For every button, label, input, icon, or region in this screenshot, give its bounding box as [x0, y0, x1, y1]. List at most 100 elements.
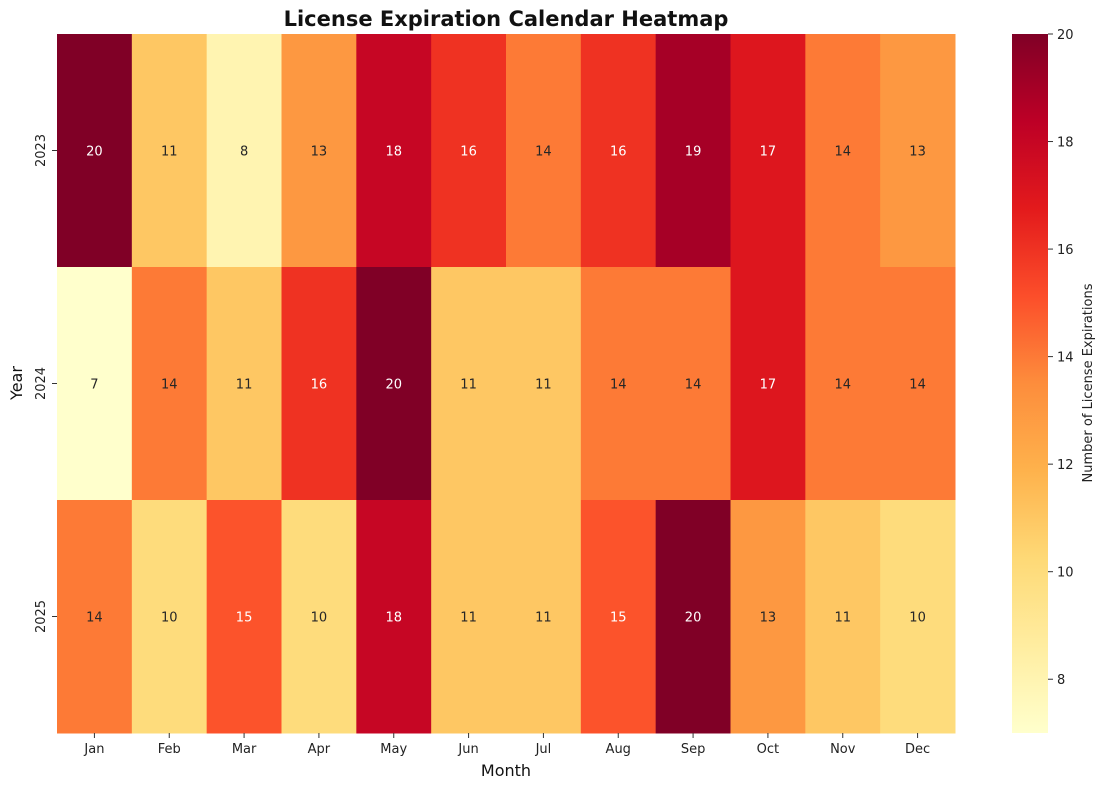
colorbar-ticks: 8 10 12 14 16 18 20 — [1048, 28, 1074, 688]
cell-value-label: 14 — [161, 378, 178, 393]
colorbar — [1012, 34, 1048, 733]
cell-value-label: 7 — [90, 378, 98, 393]
cell-value-label: 14 — [610, 378, 627, 393]
cell-value-label: 16 — [311, 378, 328, 393]
heatmap-cell — [506, 500, 582, 734]
cell-value-label: 11 — [460, 611, 477, 626]
y-tick-label: 2024 — [34, 367, 49, 400]
heatmap-cell — [880, 34, 956, 268]
x-tick-label: Aug — [606, 742, 631, 757]
cell-value-label: 14 — [535, 145, 552, 160]
y-axis-ticks: 2023 2024 2025 — [34, 134, 57, 633]
heatmap-cell — [580, 34, 657, 268]
heatmap-cell — [655, 34, 731, 268]
cell-value-label: 17 — [760, 378, 777, 393]
heatmap-cell — [356, 34, 432, 268]
cell-value-label: 20 — [86, 145, 103, 160]
heatmap-cell — [506, 267, 582, 501]
cell-value-label: 14 — [834, 378, 851, 393]
cell-value-label: 11 — [535, 378, 552, 393]
heatmap-cell — [580, 500, 657, 734]
heatmap-cell — [206, 500, 282, 734]
colorbar-tick-label: 10 — [1057, 566, 1074, 581]
cell-value-label: 15 — [236, 611, 253, 626]
cell-value-label: 15 — [610, 611, 627, 626]
heatmap-cell — [431, 267, 507, 501]
heatmap-cell — [431, 34, 507, 268]
heatmap-cell — [57, 500, 133, 734]
cell-value-label: 11 — [161, 145, 178, 160]
heatmap-cell — [206, 34, 282, 268]
x-tick-label: Mar — [232, 742, 257, 757]
cell-value-label: 14 — [685, 378, 702, 393]
cell-value-label: 11 — [236, 378, 253, 393]
y-axis-label: Year — [7, 366, 26, 401]
x-tick-label: Dec — [905, 742, 930, 757]
cell-value-label: 18 — [385, 611, 402, 626]
heatmap-cell — [281, 34, 357, 268]
cell-value-label: 10 — [909, 611, 926, 626]
cell-value-label: 11 — [535, 611, 552, 626]
y-tick-label: 2023 — [34, 134, 49, 167]
x-tick-label: Oct — [757, 742, 779, 757]
heatmap-cell — [57, 34, 133, 268]
heatmap-cell — [431, 500, 507, 734]
cell-value-label: 10 — [311, 611, 328, 626]
x-axis-label: Month — [481, 761, 531, 780]
colorbar-tick-label: 20 — [1057, 28, 1074, 43]
cell-value-label: 10 — [161, 611, 178, 626]
cell-value-label: 20 — [385, 378, 402, 393]
cell-value-label: 11 — [834, 611, 851, 626]
cell-value-label: 13 — [909, 145, 926, 160]
heatmap-cell — [730, 500, 806, 734]
heatmap-cell — [805, 500, 881, 734]
heatmap-cell — [57, 267, 133, 501]
cell-value-label: 16 — [610, 145, 627, 160]
heatmap-cell — [805, 267, 881, 501]
x-tick-label: Feb — [158, 742, 181, 757]
colorbar-tick-label: 14 — [1057, 351, 1074, 366]
cell-value-label: 11 — [460, 378, 477, 393]
cell-value-label: 14 — [834, 145, 851, 160]
x-tick-label: Apr — [308, 742, 331, 757]
cell-value-label: 19 — [685, 145, 702, 160]
heatmap-cell — [880, 267, 956, 501]
heatmap-cell — [655, 267, 731, 501]
cell-value-label: 8 — [240, 145, 248, 160]
heatmap-cell — [880, 500, 956, 734]
colorbar-tick-label: 16 — [1057, 243, 1074, 258]
x-tick-label: May — [380, 742, 407, 757]
x-tick-label: Nov — [830, 742, 856, 757]
cell-value-label: 18 — [385, 145, 402, 160]
x-tick-label: Jul — [535, 742, 552, 757]
heatmap-cell — [730, 267, 806, 501]
heatmap-cell — [805, 34, 881, 268]
cell-value-label: 14 — [909, 378, 926, 393]
heatmap-cell — [356, 267, 432, 501]
colorbar-tick-label: 8 — [1057, 673, 1065, 688]
x-tick-label: Jan — [83, 742, 104, 757]
heatmap-cell — [131, 34, 208, 268]
heatmap-cell — [281, 267, 357, 501]
cell-value-label: 20 — [685, 611, 702, 626]
cell-value-label: 13 — [760, 611, 777, 626]
colorbar-label: Number of License Expirations — [1081, 283, 1096, 482]
chart-title: License Expiration Calendar Heatmap — [284, 7, 729, 31]
colorbar-tick-label: 12 — [1057, 458, 1074, 473]
cell-value-label: 16 — [460, 145, 477, 160]
heatmap-cell — [206, 267, 282, 501]
x-tick-label: Sep — [681, 742, 706, 757]
heatmap-cell — [506, 34, 582, 268]
heatmap-cell — [356, 500, 432, 734]
heatmap-cell — [281, 500, 357, 734]
heatmap-cell — [730, 34, 806, 268]
heatmap-cell — [580, 267, 657, 501]
heatmap-cell — [131, 500, 208, 734]
colorbar-tick-label: 18 — [1057, 136, 1074, 151]
heatmap-cell — [655, 500, 731, 734]
heatmap-cell — [131, 267, 208, 501]
cell-value-label: 13 — [311, 145, 328, 160]
y-tick-label: 2025 — [34, 600, 49, 633]
